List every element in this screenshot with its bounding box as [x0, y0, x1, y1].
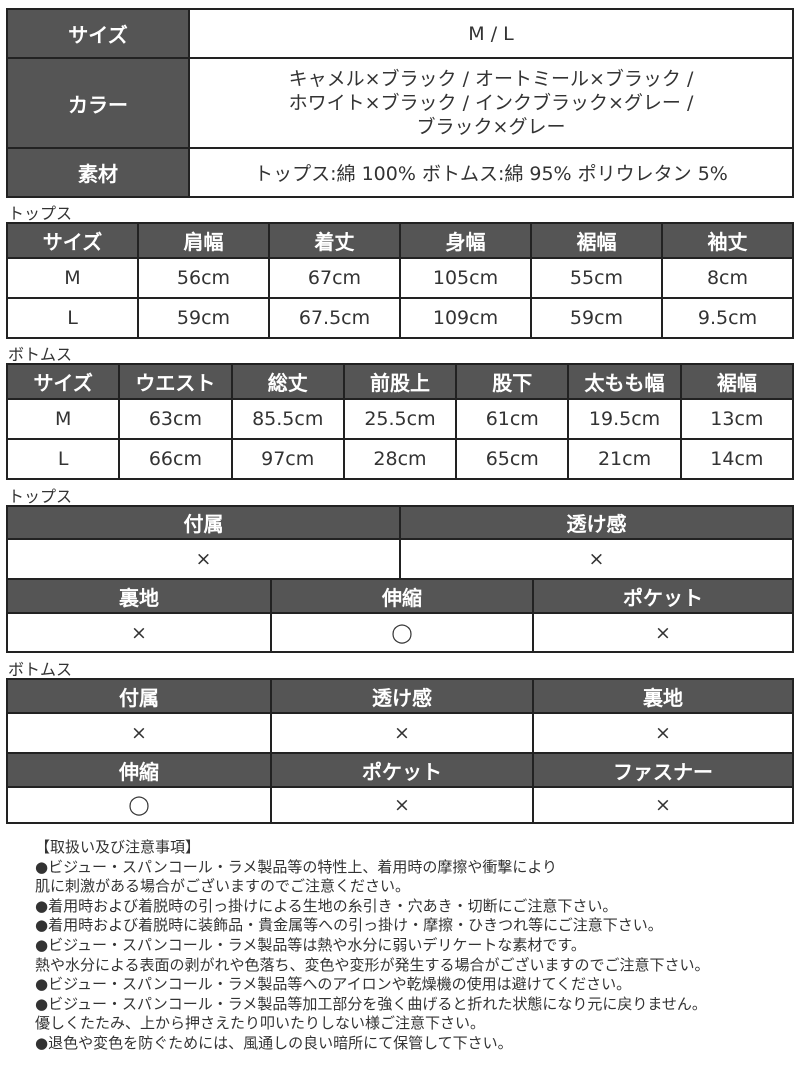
size-header: 裾幅 [530, 222, 663, 259]
size-cell: L [6, 297, 139, 339]
bottoms-attr-title: ボトムス [8, 660, 73, 679]
attr-header: ファスナー [532, 752, 794, 788]
color-line: キャメル×ブラック / オートミール×ブラック / [288, 68, 694, 90]
size-header: 裾幅 [679, 363, 795, 400]
bottoms-size-title: ボトムス [8, 345, 73, 364]
material-label: 素材 [6, 147, 190, 198]
spec-table: サイズ M / L カラー キャメル×ブラック / オートミール×ブラック / ホ… [6, 8, 794, 198]
note-line: 優しくたたみ、上から押さえたり叩いたりしない様ご注意下さい。 [35, 1014, 486, 1033]
size-cell: M [5, 398, 121, 440]
tops-size-title: トップス [8, 204, 73, 223]
table-row: M 63cm 85.5cm 25.5cm 61cm 19.5cm 13cm [5, 398, 795, 440]
size-cell: M [6, 257, 139, 299]
size-cell: 28cm [342, 438, 458, 480]
size-cell: 105cm [399, 257, 532, 299]
attr-value: × [6, 612, 272, 653]
attr-value: × [532, 712, 794, 754]
size-cell: 59cm [530, 297, 663, 339]
attr-header: 伸縮 [6, 752, 272, 788]
attr-header: 付属 [6, 505, 401, 540]
attr-header: 裏地 [6, 578, 272, 614]
attr-value: × [270, 712, 534, 754]
size-value: M / L [188, 8, 794, 59]
size-cell: 63cm [118, 398, 233, 440]
size-cell: 14cm [679, 438, 795, 480]
color-label: カラー [6, 57, 190, 149]
size-cell: 55cm [530, 257, 663, 299]
size-header: サイズ [5, 363, 121, 400]
attr-value: × [270, 786, 534, 824]
attr-header: 透け感 [270, 678, 534, 714]
bottoms-size-table: サイズ ウエスト 総丈 前股上 股下 太もも幅 裾幅 M 63cm 85.5cm 25.5cm 61c… [5, 363, 795, 480]
note-line: 肌に刺激がある場合がございますのでご注意ください。 [35, 877, 411, 896]
bottoms-attr-table: 付属 透け感 裏地 × × × 伸縮 ポケット ファスナー ◯ × × [6, 678, 794, 824]
tops-attr-table-1: 付属 透け感 × × [6, 505, 794, 580]
tops-size-table: サイズ 肩幅 着丈 身幅 裾幅 袖丈 M 56cm 67cm 105cm 55cm 8cm L 59cm 6… [6, 222, 794, 339]
size-cell: 56cm [137, 257, 270, 299]
attr-value: × [6, 712, 272, 754]
size-cell: 67cm [268, 257, 401, 299]
size-header: 身幅 [399, 222, 532, 259]
size-header: サイズ [6, 222, 139, 259]
material-value: トップス:綿 100% ボトムス:綿 95% ポリウレタン 5% [188, 147, 794, 198]
size-header: ウエスト [118, 363, 233, 400]
tops-attr-table-2: 裏地 伸縮 ポケット × ◯ × [6, 578, 794, 653]
tops-attr-title: トップス [8, 487, 73, 506]
note-line: 【取扱い及び注意事項】 [35, 838, 201, 856]
size-header: 袖丈 [661, 222, 794, 259]
note-line: ●ビジュー・スパンコール・ラメ製品等へのアイロンや乾燥機の使用は避けてください。 [35, 975, 632, 994]
attr-header: ポケット [270, 752, 534, 788]
note-line: ●着用時および着脱時の引っ掛けによる生地の糸引き・穴あき・切断にご注意下さい。 [35, 896, 618, 915]
size-cell: 59cm [137, 297, 270, 339]
size-cell: 109cm [399, 297, 532, 339]
size-header: 総丈 [230, 363, 345, 400]
size-cell: 67.5cm [268, 297, 401, 339]
color-line: ホワイト×ブラック / インクブラック×グレー / [288, 92, 694, 114]
attr-value: ◯ [6, 786, 272, 824]
size-cell: 9.5cm [661, 297, 794, 339]
attr-header: 伸縮 [270, 578, 534, 614]
attr-header: ポケット [532, 578, 794, 614]
size-cell: 97cm [230, 438, 345, 480]
attr-value: × [532, 612, 794, 653]
size-label: サイズ [6, 8, 190, 59]
note-line: ●ビジュー・スパンコール・ラメ製品等加工部分を強く曲げると折れた状態になり元に戻… [35, 994, 707, 1013]
size-header: 太もも幅 [567, 363, 682, 400]
table-row: L 66cm 97cm 28cm 65cm 21cm 14cm [5, 438, 795, 480]
note-line: ●ビジュー・スパンコール・ラメ製品等は熱や水分に弱いデリケートな素材です。 [35, 935, 586, 954]
table-row: M 56cm 67cm 105cm 55cm 8cm [6, 257, 794, 299]
color-line: ブラック×グレー [416, 116, 566, 138]
size-cell: 21cm [567, 438, 682, 480]
size-header: 股下 [455, 363, 570, 400]
attr-header: 透け感 [399, 505, 794, 540]
attr-value: ◯ [270, 612, 534, 653]
note-line: ●着用時および着脱時に装飾品・貴金属等への引っ掛け・摩擦・ひきつれ等にご注意下さ… [35, 916, 663, 935]
size-cell: 8cm [661, 257, 794, 299]
size-header: 肩幅 [137, 222, 270, 259]
size-cell: L [5, 438, 121, 480]
attr-header: 裏地 [532, 678, 794, 714]
size-header: 着丈 [268, 222, 401, 259]
size-cell: 25.5cm [342, 398, 458, 440]
attr-value: × [532, 786, 794, 824]
attr-header: 付属 [6, 678, 272, 714]
care-notes: 【取扱い及び注意事項】 ●ビジュー・スパンコール・ラメ製品等の特性上、着用時の摩擦… [35, 838, 710, 1054]
size-cell: 13cm [679, 398, 795, 440]
size-cell: 66cm [118, 438, 233, 480]
note-line: 熱や水分による表面の剥がれや色落ち、変色や変形が発生する場合がございますのでご注… [35, 955, 710, 974]
size-cell: 65cm [455, 438, 570, 480]
color-value: キャメル×ブラック / オートミール×ブラック / ホワイト×ブラック / イン… [188, 57, 794, 149]
size-cell: 61cm [455, 398, 570, 440]
size-header: 前股上 [342, 363, 458, 400]
note-line: ●退色や変色を防ぐためには、風通しの良い暗所にて保管して下さい。 [35, 1033, 513, 1052]
note-line: ●ビジュー・スパンコール・ラメ製品等の特性上、着用時の摩擦や衝撃により [35, 857, 558, 876]
size-cell: 19.5cm [567, 398, 682, 440]
table-row: L 59cm 67.5cm 109cm 59cm 9.5cm [6, 297, 794, 339]
attr-value: × [6, 538, 401, 580]
attr-value: × [399, 538, 794, 580]
size-cell: 85.5cm [230, 398, 345, 440]
